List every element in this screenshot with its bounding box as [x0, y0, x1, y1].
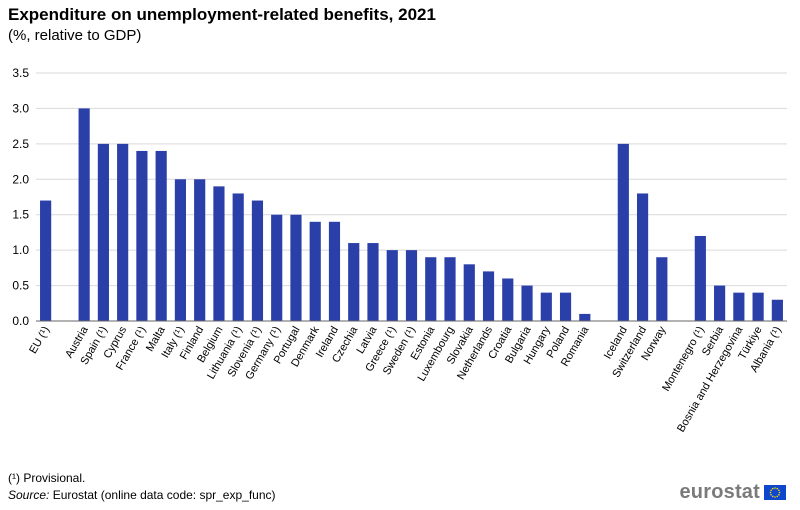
y-tick-label: 0.0 [12, 314, 29, 328]
eurostat-logo-text: eurostat [679, 481, 760, 503]
bar [232, 193, 244, 321]
bar [425, 257, 437, 321]
bar [405, 250, 418, 321]
bar [502, 278, 514, 321]
bar [194, 179, 206, 321]
source-label: Source: [8, 488, 50, 502]
bar [251, 200, 264, 321]
y-tick-label: 1.5 [12, 208, 29, 222]
bar [328, 221, 341, 321]
bar [155, 150, 167, 321]
bar [521, 285, 533, 321]
bar [444, 257, 456, 321]
bar [78, 108, 90, 321]
chart-subtitle: (%, relative to GDP) [8, 27, 142, 44]
bar [482, 271, 495, 321]
bar [714, 285, 726, 321]
bar [309, 221, 321, 321]
bar [271, 214, 283, 321]
bar [348, 243, 360, 321]
y-tick-label: 0.5 [12, 279, 29, 293]
bar [617, 143, 629, 321]
bar [40, 200, 52, 321]
bar [117, 143, 129, 321]
bar [656, 257, 668, 321]
bar [771, 299, 783, 321]
source-line: Source: Eurostat (online data code: spr_… [8, 488, 276, 502]
bar [97, 143, 109, 321]
bar [733, 292, 745, 321]
eu-flag-icon [764, 485, 786, 500]
bar [636, 193, 649, 321]
y-tick-label: 2.5 [12, 137, 29, 151]
eu-flag-stars [769, 487, 781, 498]
bar [752, 292, 764, 321]
footnote-provisional: (¹) Provisional. [8, 471, 86, 485]
bar [386, 250, 398, 321]
bar [367, 243, 379, 321]
bar [694, 235, 706, 321]
bar [136, 150, 148, 321]
y-tick-label: 2.0 [12, 172, 29, 186]
eurostat-logo: eurostat [679, 481, 786, 504]
bar [290, 214, 302, 321]
bar-chart: 0.00.51.01.52.02.53.03.5EU (¹) AustriaSpa… [12, 66, 787, 434]
bar [463, 264, 475, 321]
y-tick-label: 3.5 [12, 66, 29, 80]
x-tick-label: EU (¹) [27, 325, 52, 356]
bar [540, 292, 552, 321]
bar [559, 292, 572, 321]
y-tick-label: 3.0 [12, 101, 29, 115]
eu-flag-background [764, 485, 786, 500]
bar [579, 313, 591, 321]
source-text: Eurostat (online data code: spr_exp_func… [52, 488, 276, 502]
bar [174, 179, 187, 321]
bar [213, 186, 225, 321]
x-tick-label: Montenegro (¹) [660, 325, 707, 394]
y-tick-label: 1.0 [12, 243, 29, 257]
chart-title: Expenditure on unemployment-related bene… [8, 5, 436, 24]
